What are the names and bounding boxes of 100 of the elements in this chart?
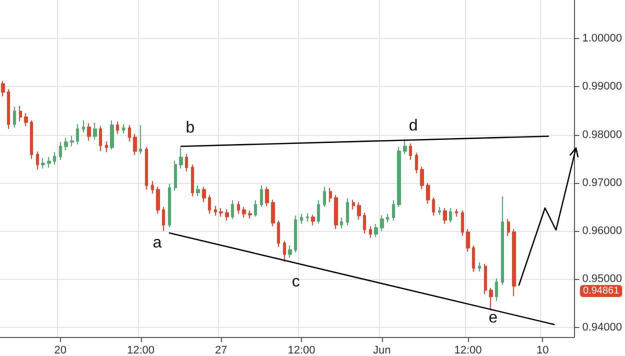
candlestick	[139, 124, 142, 155]
candlestick	[105, 141, 108, 153]
candlestick	[461, 210, 464, 236]
candlestick	[346, 198, 349, 226]
candlestick	[110, 120, 114, 150]
candlestick	[288, 245, 292, 258]
candlestick	[87, 122, 91, 142]
candlestick	[13, 106, 16, 128]
candlestick	[380, 214, 384, 232]
candlestick	[93, 122, 97, 140]
candlestick	[495, 278, 498, 302]
candlestick	[438, 206, 441, 216]
candlestick	[7, 88, 10, 130]
candlestick	[484, 263, 487, 295]
candlestick	[185, 154, 188, 172]
candlestick	[403, 138, 407, 155]
candlestick	[191, 164, 194, 197]
candlestick	[225, 208, 229, 221]
candlestick	[214, 206, 217, 216]
candlestick	[329, 187, 332, 203]
x-tick-label: 12:00	[127, 344, 155, 356]
candlestick	[466, 228, 470, 252]
candlestick	[116, 120, 119, 134]
candlestick	[283, 240, 286, 262]
text: 0.94861	[583, 285, 620, 296]
candlestick	[202, 186, 206, 203]
x-tick-label: 20	[54, 344, 67, 356]
candlestick	[489, 287, 493, 312]
candlestick	[219, 207, 223, 218]
candlestick	[168, 183, 171, 228]
candlestick	[156, 186, 160, 214]
candlestick	[19, 105, 22, 122]
candlestick	[369, 226, 372, 238]
candlestick	[420, 166, 424, 190]
x-tick-label: 12:00	[288, 344, 316, 356]
candlestick	[426, 182, 430, 204]
candlestick	[47, 156, 51, 168]
annotation: a	[152, 234, 162, 252]
candlestick	[145, 146, 148, 190]
candlestick	[99, 126, 102, 152]
y-tick-label: 0.98000	[582, 128, 622, 141]
candlestick	[306, 212, 309, 222]
x-tick-label: 12:00	[454, 344, 482, 356]
annotation: b	[186, 120, 195, 137]
candlestick	[36, 151, 39, 170]
candlestick	[265, 186, 269, 207]
candlestick	[70, 135, 74, 147]
candlestick	[311, 214, 315, 226]
candlestick	[64, 137, 68, 151]
y-tick-label: 0.96000	[582, 225, 622, 238]
candlestick	[30, 120, 33, 160]
candlestick	[443, 207, 447, 224]
candlestick	[386, 213, 389, 223]
candlestick	[59, 142, 62, 160]
candlestick	[478, 262, 481, 272]
candlestick	[455, 208, 458, 218]
candlestick	[82, 120, 85, 133]
y-tick-label: 0.99000	[582, 80, 622, 93]
candlestick	[1, 80, 5, 97]
candlestick	[300, 213, 303, 224]
candlestick	[323, 186, 326, 208]
candlestick	[415, 152, 418, 174]
candlestick	[340, 217, 343, 229]
candlestick	[162, 206, 165, 232]
candlestick	[397, 146, 401, 208]
annotation: e	[488, 310, 498, 327]
y-tick-label: 1.00000	[582, 32, 622, 45]
x-tick-label: 10	[536, 344, 549, 356]
candlestick	[122, 124, 125, 134]
candlestick	[512, 228, 516, 297]
annotation: c	[292, 274, 300, 291]
x-tick-label: 27	[215, 344, 228, 356]
y-tick-label: 0.95000	[582, 273, 622, 286]
candlestick	[374, 223, 378, 238]
candlestick	[24, 112, 28, 127]
candlestick	[242, 206, 246, 218]
candlestick	[392, 200, 395, 221]
candlestick	[208, 194, 211, 214]
candlestick	[449, 207, 452, 223]
x-tick-label: Jun	[373, 344, 391, 356]
candlestick	[196, 184, 200, 196]
candlestick	[294, 215, 297, 253]
candlestick	[179, 146, 183, 169]
candlestick	[352, 199, 355, 210]
candlestick	[237, 200, 240, 214]
y-tick-label: 0.97000	[582, 176, 622, 189]
candlestick	[128, 124, 131, 142]
candlestick	[432, 196, 435, 216]
candlestick	[254, 200, 257, 218]
candlestick	[334, 194, 338, 230]
candlestick	[277, 220, 280, 248]
candlestick	[248, 210, 252, 220]
candlestick	[41, 157, 45, 169]
candlestick	[317, 200, 320, 224]
candlestick	[472, 245, 475, 273]
annotation: d	[408, 118, 418, 135]
candlestick	[133, 133, 137, 156]
candlestick	[271, 199, 275, 227]
candlestick	[357, 202, 361, 220]
candlestick	[151, 180, 154, 194]
